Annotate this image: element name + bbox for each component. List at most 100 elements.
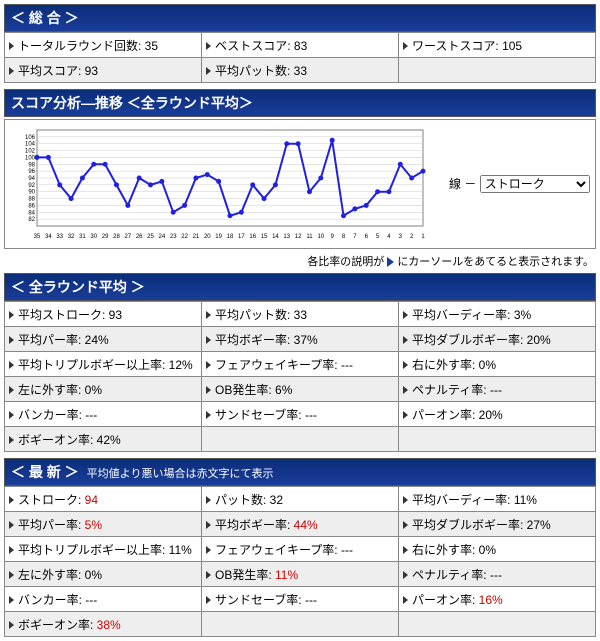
bullet-icon [403, 521, 408, 529]
stat-value: --- [338, 358, 353, 372]
stat-value: --- [82, 593, 97, 607]
stat-label: 右に外す率: [412, 358, 475, 372]
bullet-icon [403, 411, 408, 419]
stat-label: バンカー率: [18, 408, 82, 422]
svg-text:28: 28 [113, 234, 120, 240]
stat-cell: ペナルティ率: --- [399, 377, 596, 402]
bullet-icon [9, 521, 14, 529]
svg-text:3: 3 [399, 234, 403, 240]
stat-cell: 平均トリプルボギー以上率: 11% [5, 537, 202, 562]
summary-table: トータルラウンド回数: 35 ベストスコア: 83 ワーストスコア: 105 平均スコ… [4, 32, 596, 83]
stat-value: --- [338, 543, 353, 557]
stat-value: 3% [511, 308, 532, 322]
stat-cell: 平均スコア: 93 [5, 58, 202, 83]
stat-cell: 平均バーディー率: 11% [399, 487, 596, 512]
stat-value: 38% [93, 618, 120, 632]
stat-label: サンドセーブ率: [215, 408, 302, 422]
stat-cell: バンカー率: --- [5, 402, 202, 427]
stat-value: --- [302, 593, 317, 607]
svg-text:23: 23 [170, 234, 177, 240]
bullet-icon [206, 67, 211, 75]
bullet-icon [403, 571, 408, 579]
stat-cell: 右に外す率: 0% [399, 537, 596, 562]
stat-cell [202, 612, 399, 637]
analysis-header: スコア分析―推移 ＜全ラウンド平均＞ [4, 89, 596, 117]
bullet-icon [9, 336, 14, 344]
svg-text:90: 90 [28, 190, 35, 196]
bullet-icon [9, 361, 14, 369]
stat-value: 83 [291, 39, 308, 53]
bullet-icon [9, 67, 14, 75]
stat-value: 105 [499, 39, 522, 53]
stat-cell: トータルラウンド回数: 35 [5, 33, 202, 58]
svg-text:100: 100 [25, 155, 36, 161]
stat-cell: 平均パー率: 24% [5, 327, 202, 352]
stat-value: 42% [93, 433, 120, 447]
svg-text:9: 9 [331, 234, 335, 240]
stat-label: ベストスコア: [215, 39, 291, 53]
stat-label: ワーストスコア: [412, 39, 499, 53]
svg-text:11: 11 [306, 234, 313, 240]
stat-label: バンカー率: [18, 593, 82, 607]
stat-label: 平均パット数: [215, 64, 290, 78]
stat-label: 平均バーディー率: [412, 308, 511, 322]
bullet-icon [206, 411, 211, 419]
svg-text:5: 5 [376, 234, 380, 240]
stat-label: パット数: [215, 493, 266, 507]
svg-text:13: 13 [283, 234, 290, 240]
stat-label: OB発生率: [215, 383, 272, 397]
svg-text:26: 26 [136, 234, 143, 240]
svg-text:35: 35 [34, 234, 41, 240]
bullet-icon [206, 496, 211, 504]
stat-cell [399, 427, 596, 452]
stat-cell: パット数: 32 [202, 487, 399, 512]
svg-text:33: 33 [56, 234, 63, 240]
avg-header: ＜ 全ラウンド平均 ＞ [4, 273, 596, 301]
stat-value: 93 [81, 64, 98, 78]
svg-text:104: 104 [25, 142, 36, 148]
bullet-icon [9, 496, 14, 504]
stat-label: 平均パー率: [18, 518, 81, 532]
legend-label: 線 － [449, 177, 476, 191]
stat-value: 16% [475, 593, 502, 607]
tooltip-note: 各比率の説明がにカーソールをあてると表示されます。 [4, 249, 596, 273]
stat-label: 右に外す率: [412, 543, 475, 557]
stat-cell [202, 427, 399, 452]
stat-value: --- [302, 408, 317, 422]
triangle-icon [387, 257, 394, 267]
stat-label: フェアウェイキープ率: [215, 358, 338, 372]
stat-value: --- [82, 408, 97, 422]
svg-text:8: 8 [342, 234, 346, 240]
bullet-icon [9, 621, 14, 629]
stat-cell: 平均ストローク: 93 [5, 302, 202, 327]
stat-cell: 平均ダブルボギー率: 27% [399, 512, 596, 537]
svg-text:98: 98 [28, 162, 35, 168]
bullet-icon [403, 42, 408, 50]
svg-text:6: 6 [365, 234, 369, 240]
stat-value: 11% [165, 543, 191, 557]
stat-value: 20% [523, 333, 550, 347]
svg-text:94: 94 [28, 176, 35, 182]
stat-label: ボギーオン率: [18, 433, 93, 447]
svg-text:19: 19 [215, 234, 222, 240]
avg-table: 平均ストローク: 93平均パット数: 33 平均バーディー率: 3% 平均パー率: … [4, 301, 596, 452]
bullet-icon [403, 361, 408, 369]
stat-value: 35 [141, 39, 158, 53]
bullet-icon [9, 311, 14, 319]
svg-text:34: 34 [45, 234, 52, 240]
stat-label: OB発生率: [215, 568, 272, 582]
stat-cell: OB発生率: 11% [202, 562, 399, 587]
stat-cell: 右に外す率: 0% [399, 352, 596, 377]
svg-text:4: 4 [387, 234, 391, 240]
stat-label: 平均スコア: [18, 64, 81, 78]
stat-label: 平均トリプルボギー以上率: [18, 543, 165, 557]
stat-value: 33 [290, 64, 307, 78]
stat-label: ストローク: [18, 493, 81, 507]
svg-text:17: 17 [238, 234, 245, 240]
stat-value: 44% [290, 518, 317, 532]
stat-cell: 平均パット数: 33 [202, 302, 399, 327]
stat-cell [399, 58, 596, 83]
stat-label: 平均ボギー率: [215, 333, 290, 347]
chart-series-select[interactable]: ストローク [480, 175, 590, 193]
stat-label: フェアウェイキープ率: [215, 543, 338, 557]
